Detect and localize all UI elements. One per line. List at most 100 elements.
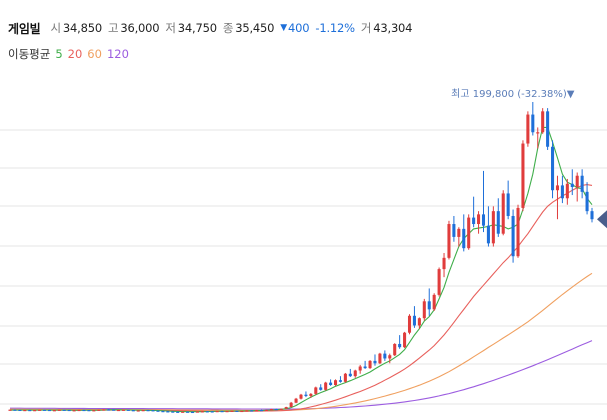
candle[interactable] — [215, 410, 219, 413]
candle[interactable] — [181, 411, 185, 413]
candle[interactable] — [432, 293, 436, 311]
candle[interactable] — [398, 335, 402, 349]
candle[interactable] — [52, 409, 56, 412]
candle[interactable] — [255, 409, 259, 412]
candle[interactable] — [536, 127, 540, 149]
candle[interactable] — [235, 410, 239, 412]
candle[interactable] — [368, 360, 372, 369]
candle[interactable] — [570, 169, 574, 196]
candle[interactable] — [403, 331, 407, 348]
candle[interactable] — [116, 409, 121, 412]
candle[interactable] — [462, 214, 466, 252]
candle[interactable] — [82, 409, 86, 412]
candle[interactable] — [511, 209, 515, 263]
candle[interactable] — [284, 406, 288, 409]
candle[interactable] — [314, 386, 318, 395]
candle[interactable] — [383, 350, 387, 361]
candle[interactable] — [42, 409, 47, 411]
candle[interactable] — [107, 409, 111, 411]
candle[interactable] — [506, 180, 510, 220]
candle[interactable] — [102, 409, 106, 411]
candle[interactable] — [72, 410, 76, 412]
ma-legend-120[interactable]: 120 — [106, 47, 129, 61]
candle[interactable] — [580, 169, 584, 199]
candle[interactable] — [289, 401, 293, 408]
candle[interactable] — [467, 214, 471, 250]
candle[interactable] — [412, 306, 416, 328]
candle[interactable] — [481, 170, 486, 233]
candle[interactable] — [452, 215, 456, 242]
candle[interactable] — [269, 408, 273, 411]
candle[interactable] — [560, 175, 564, 204]
candle[interactable] — [304, 391, 308, 398]
candle[interactable] — [62, 409, 66, 411]
candle[interactable] — [526, 111, 530, 147]
candle[interactable] — [551, 140, 555, 199]
candle[interactable] — [555, 175, 560, 220]
candle[interactable] — [294, 397, 298, 404]
candle[interactable] — [13, 409, 17, 411]
candle[interactable] — [546, 108, 550, 150]
candle[interactable] — [220, 410, 224, 413]
candle[interactable] — [333, 379, 338, 386]
candle[interactable] — [23, 409, 27, 412]
candle[interactable] — [77, 409, 81, 412]
candle[interactable] — [324, 381, 328, 391]
candle[interactable] — [240, 410, 244, 413]
candle[interactable] — [151, 410, 155, 412]
candle[interactable] — [388, 353, 392, 364]
candle[interactable] — [210, 411, 214, 413]
candle[interactable] — [67, 409, 71, 412]
candle[interactable] — [521, 140, 525, 212]
candle[interactable] — [161, 410, 165, 413]
candle[interactable] — [250, 410, 254, 412]
ma-legend-20[interactable]: 20 — [67, 47, 83, 61]
candle[interactable] — [141, 409, 145, 412]
candle[interactable] — [230, 410, 234, 412]
current-price-marker-icon[interactable] — [597, 210, 607, 229]
candle[interactable] — [57, 409, 61, 411]
candle[interactable] — [299, 393, 303, 400]
candle[interactable] — [136, 410, 140, 412]
candle[interactable] — [565, 178, 569, 205]
candle[interactable] — [496, 198, 500, 237]
candle[interactable] — [442, 253, 446, 278]
candle[interactable] — [437, 267, 441, 297]
candle[interactable] — [279, 408, 283, 410]
candle[interactable] — [417, 317, 421, 329]
candle[interactable] — [585, 182, 589, 215]
candle[interactable] — [8, 409, 12, 411]
candle[interactable] — [245, 410, 249, 412]
candle[interactable] — [501, 190, 505, 236]
candle[interactable] — [156, 410, 160, 412]
candle[interactable] — [491, 206, 495, 247]
candle[interactable] — [205, 410, 209, 413]
candle[interactable] — [47, 409, 51, 412]
candle[interactable] — [457, 227, 461, 247]
candle[interactable] — [427, 288, 431, 316]
candle[interactable] — [166, 410, 170, 413]
candle[interactable] — [131, 409, 135, 412]
candle[interactable] — [338, 376, 342, 383]
candle[interactable] — [477, 211, 481, 234]
candle[interactable] — [126, 409, 130, 411]
candle[interactable] — [171, 411, 175, 413]
candle[interactable] — [87, 409, 91, 412]
candle[interactable] — [309, 393, 313, 398]
candle[interactable] — [472, 196, 476, 228]
candle[interactable] — [422, 298, 426, 321]
candle[interactable] — [176, 411, 180, 413]
candle[interactable] — [97, 409, 101, 411]
candle[interactable] — [18, 409, 22, 412]
candle[interactable] — [407, 314, 412, 335]
candle[interactable] — [531, 102, 535, 136]
candle[interactable] — [358, 364, 362, 374]
candle[interactable] — [112, 409, 116, 411]
candle[interactable] — [274, 408, 278, 411]
candle[interactable] — [121, 409, 125, 411]
candle[interactable] — [28, 409, 32, 412]
candle[interactable] — [200, 411, 204, 413]
candle[interactable] — [329, 379, 333, 386]
candle[interactable] — [486, 206, 490, 247]
